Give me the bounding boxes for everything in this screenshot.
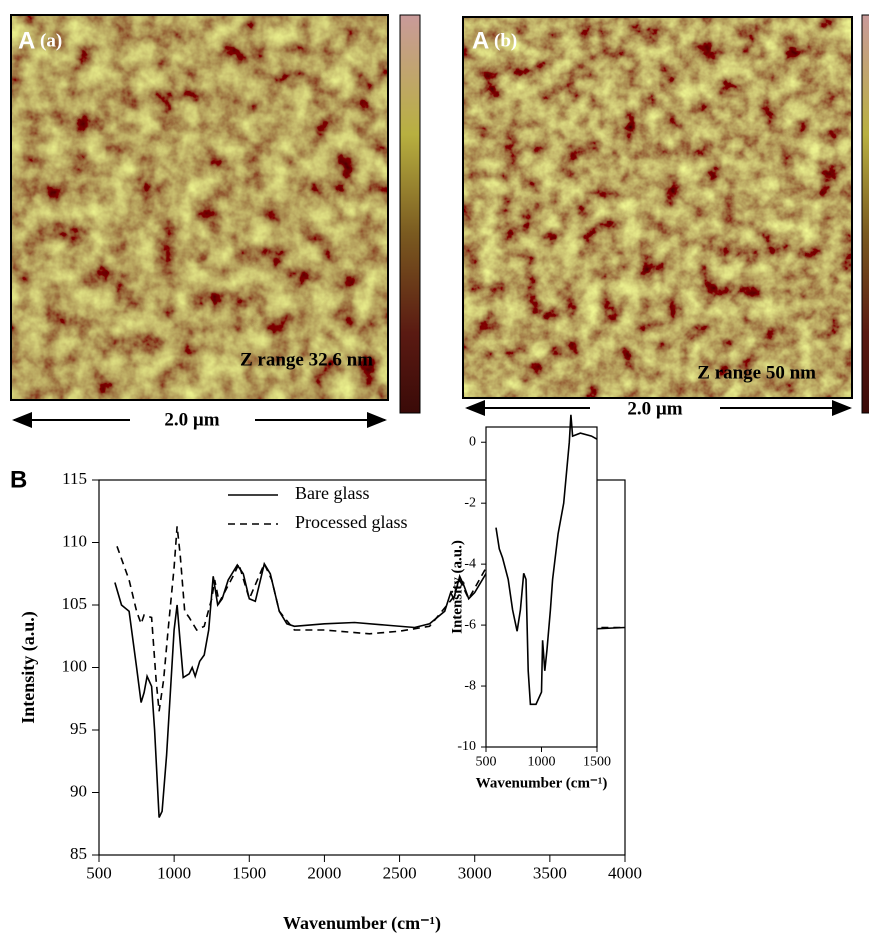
colorbar (399, 14, 421, 414)
y-axis-label: Intensity (a.u.) (18, 611, 39, 724)
image-label: (a) (40, 30, 62, 51)
legend-label: Bare glass (295, 483, 369, 503)
y-tick-label: 85 (70, 844, 87, 863)
y-tick-label: -4 (464, 556, 476, 571)
x-tick-label: 1500 (232, 864, 266, 883)
y-axis-label: Intensity (a.u.) (449, 540, 465, 634)
legend-label: Processed glass (295, 512, 407, 532)
afm-image (10, 14, 389, 401)
y-tick-label: 100 (62, 656, 88, 675)
y-tick-label: 90 (70, 781, 87, 800)
x-tick-label: 2500 (383, 864, 417, 883)
image-frame (462, 16, 853, 399)
x-tick-label: 4000 (608, 864, 642, 883)
y-tick-label: 105 (62, 594, 88, 613)
scale-label: 2.0 µm (627, 398, 682, 419)
x-tick-label: 1000 (528, 755, 556, 770)
y-tick-label: -8 (464, 678, 476, 693)
x-axis-label: Wavenumber (cm⁻¹) (283, 913, 441, 934)
scale-label: 2.0 µm (164, 409, 219, 430)
z-range: Z range 32.6 nm (240, 349, 373, 370)
image-frame (10, 14, 389, 401)
colorbar (861, 14, 869, 414)
panel-label: B (10, 466, 27, 493)
x-axis-label: Wavenumber (cm⁻¹) (476, 775, 608, 791)
y-tick-label: 110 (62, 531, 87, 550)
x-tick-label: 2000 (307, 864, 341, 883)
series-line (116, 526, 625, 712)
plot-frame (485, 426, 598, 748)
series-line (114, 537, 626, 818)
series-line (495, 414, 598, 706)
y-tick-label: -10 (457, 739, 476, 754)
y-tick-label: -6 (464, 617, 476, 632)
y-tick-label: -2 (464, 495, 476, 510)
panel-label: A (18, 27, 35, 54)
afm-image (463, 17, 852, 398)
image-label: (b) (494, 30, 517, 51)
x-tick-label: 1500 (583, 755, 611, 770)
y-tick-label: 0 (469, 434, 476, 449)
x-tick-label: 1000 (157, 864, 191, 883)
x-tick-label: 500 (86, 864, 112, 883)
y-tick-label: 115 (62, 469, 87, 488)
x-tick-label: 500 (476, 755, 497, 770)
x-tick-label: 3000 (458, 864, 492, 883)
panel-label: A (472, 27, 489, 54)
x-tick-label: 3500 (533, 864, 567, 883)
z-range: Z range 50 nm (697, 362, 816, 383)
y-tick-label: 95 (70, 719, 87, 738)
